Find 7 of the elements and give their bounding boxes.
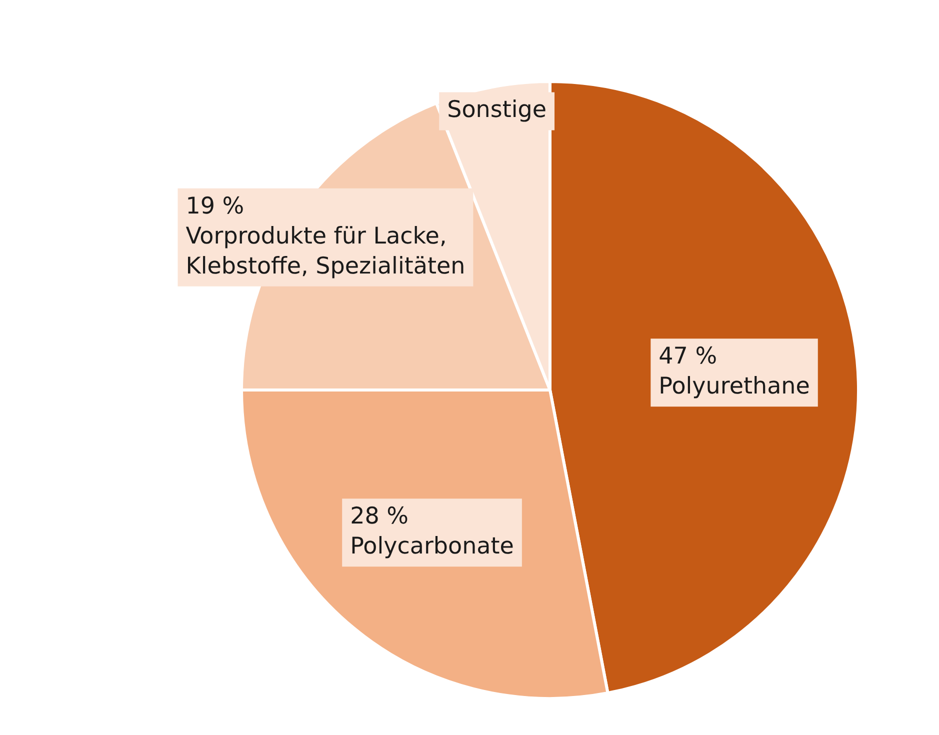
data-label: 28 % — [350, 504, 409, 530]
data-label: 19 % — [186, 193, 244, 220]
slice-label: Vorprodukte für Lacke, Klebstoffe, Spezialitäten — [186, 223, 466, 280]
slice-label: Polycarbonate — [350, 534, 514, 560]
data-label: 47 % — [658, 344, 718, 370]
slice-label: Sonstige — [447, 97, 547, 124]
slice-label: Polyurethane — [658, 374, 810, 400]
